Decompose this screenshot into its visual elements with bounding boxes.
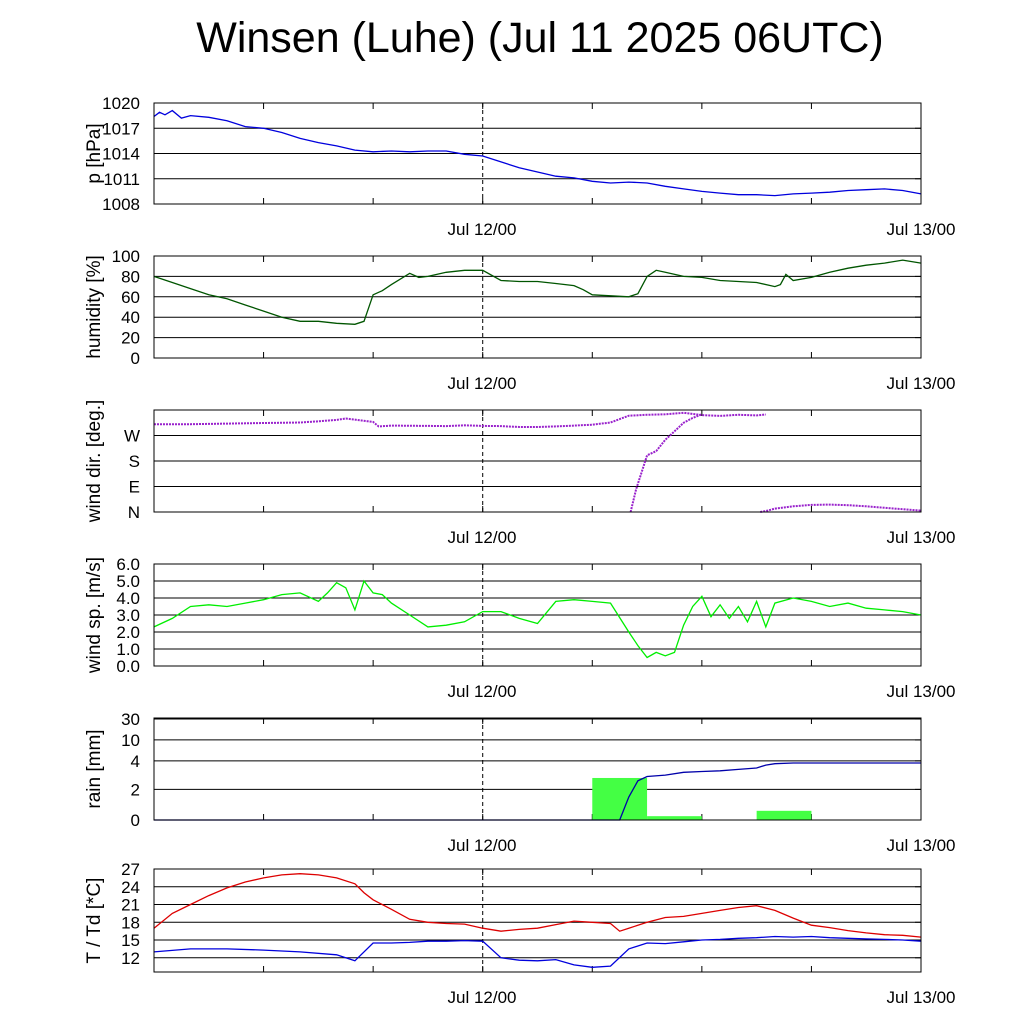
rain-bar — [592, 777, 648, 820]
x-tick-label: Jul 12/00 — [448, 836, 517, 855]
x-tick-label: Jul 13/00 — [887, 988, 956, 1007]
y-tick-label: 40 — [121, 308, 140, 327]
panel-frame — [153, 563, 922, 667]
series-line-td — [153, 935, 922, 968]
x-tick-label: Jul 13/00 — [887, 528, 956, 547]
y-tick-label: 80 — [121, 267, 140, 286]
y-tick-label: 0.0 — [116, 657, 140, 676]
series-line-0 — [154, 411, 766, 428]
x-tick-label: Jul 12/00 — [448, 374, 517, 393]
y-tick-label: 0 — [131, 811, 140, 830]
y-axis-label: rain [mm] — [84, 729, 105, 808]
y-tick-label: N — [128, 503, 140, 522]
panel-frame — [153, 717, 922, 821]
y-tick-label: 24 — [121, 878, 140, 897]
series-line-0 — [153, 109, 922, 197]
y-tick-label: 4.0 — [116, 589, 140, 608]
y-tick-label: 2 — [131, 780, 140, 799]
y-tick-label: 1020 — [102, 94, 140, 113]
panel-frame — [153, 102, 922, 205]
y-tick-label: 21 — [121, 896, 140, 915]
y-tick-label: 60 — [121, 288, 140, 307]
series-line-1 — [629, 413, 703, 513]
y-tick-label: 1008 — [102, 195, 140, 214]
y-tick-label: 5.0 — [116, 572, 140, 591]
panel-frame — [153, 409, 922, 513]
y-tick-label: 27 — [121, 860, 140, 879]
x-tick-label: Jul 12/00 — [448, 682, 517, 701]
rain-bar — [756, 810, 812, 820]
series-line-t — [153, 873, 922, 938]
y-tick-label: W — [124, 427, 140, 446]
x-tick-label: Jul 12/00 — [448, 528, 517, 547]
x-tick-label: Jul 13/00 — [887, 220, 956, 239]
series-line-accumulated — [154, 762, 921, 821]
y-tick-label: 10 — [121, 731, 140, 750]
x-tick-label: Jul 12/00 — [448, 988, 517, 1007]
panel-frame — [153, 255, 922, 359]
series-line-2 — [760, 503, 922, 513]
y-tick-label: S — [129, 452, 140, 471]
chart-title: Winsen (Luhe) (Jul 11 2025 06UTC) — [196, 14, 884, 62]
y-tick-label: 30 — [121, 710, 140, 729]
x-tick-label: Jul 13/00 — [887, 836, 956, 855]
y-axis-label: humidity [%] — [84, 255, 105, 358]
rain-bar — [647, 816, 702, 820]
y-tick-label: 1011 — [103, 170, 140, 189]
x-tick-label: Jul 12/00 — [448, 220, 517, 239]
panel-frame — [153, 868, 922, 973]
y-tick-label: 0 — [131, 349, 140, 368]
x-tick-label: Jul 13/00 — [887, 682, 956, 701]
y-axis-label: wind dir. [deg.] — [84, 400, 105, 524]
y-tick-label: E — [129, 478, 140, 497]
y-tick-label: 1014 — [102, 145, 140, 164]
y-tick-label: 2.0 — [116, 623, 140, 642]
y-tick-label: 6.0 — [116, 555, 140, 574]
y-tick-label: 1017 — [102, 119, 140, 138]
x-tick-label: Jul 13/00 — [887, 374, 956, 393]
y-axis-label: wind sp. [m/s] — [84, 557, 105, 674]
y-tick-label: 18 — [121, 913, 140, 932]
y-tick-label: 12 — [121, 949, 140, 968]
y-axis-label: p [hPa] — [84, 123, 105, 183]
y-axis-label: T / Td [*C] — [84, 878, 105, 964]
y-tick-label: 100 — [112, 247, 140, 266]
y-tick-label: 15 — [121, 931, 140, 950]
series-line-0 — [153, 259, 922, 325]
y-tick-label: 4 — [131, 752, 140, 771]
y-tick-label: 3.0 — [116, 606, 140, 625]
series-line-0 — [153, 579, 922, 659]
y-tick-label: 1.0 — [116, 640, 140, 659]
y-tick-label: 20 — [121, 329, 140, 348]
